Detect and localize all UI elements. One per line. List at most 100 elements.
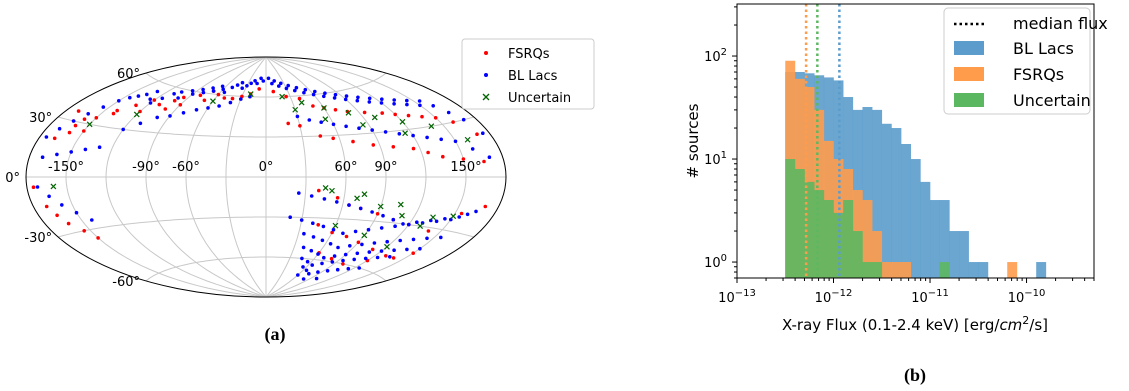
bllac-point — [47, 194, 51, 199]
bl-lacs-bar — [949, 231, 960, 278]
sky-map-border — [25, 56, 507, 298]
fsrqs-bar — [891, 262, 902, 278]
bllac-point — [474, 209, 478, 214]
fsrq-point — [198, 93, 203, 98]
uncertain-bar — [852, 231, 863, 278]
bllac-point — [418, 103, 422, 108]
bllac-point — [325, 269, 330, 273]
bllac-point — [57, 126, 62, 131]
bllac-point — [370, 210, 374, 214]
x-axis-label: X-ray Flux (0.1-2.4 keV) [erg/cm2/s] — [782, 314, 1048, 334]
bllac-point — [481, 131, 485, 135]
bllac-point — [293, 88, 297, 93]
bllac-point — [352, 257, 357, 262]
bllac-point — [295, 114, 300, 119]
bllac-point — [381, 213, 385, 218]
bl-lacs-bar — [920, 181, 931, 278]
bl-lacs-bar — [872, 109, 883, 278]
longitude-tick-label: 0° — [259, 160, 274, 175]
bl-lacs-bar — [978, 262, 989, 278]
bllac-point — [277, 84, 281, 88]
uncertain-point — [279, 93, 286, 100]
bllac-point — [348, 244, 352, 248]
uncertain-point-stroke — [450, 213, 457, 220]
fsrq-point — [335, 196, 340, 200]
bllac-point — [239, 97, 243, 101]
bllac-point — [249, 81, 253, 86]
uncertain-point — [86, 121, 93, 128]
fsrq-point — [391, 256, 396, 260]
sky-map-points — [31, 76, 492, 281]
uncertain-point — [402, 130, 409, 137]
fsrq-point — [362, 110, 367, 115]
uncertain-point — [428, 123, 435, 130]
bllac-point — [320, 238, 325, 243]
fsrq-point — [172, 98, 177, 103]
uncertain-bar — [823, 200, 834, 278]
bllac-point — [355, 251, 360, 256]
fsrq-point — [370, 247, 375, 252]
bllac-point — [228, 100, 233, 105]
bllac-point — [148, 97, 152, 101]
fsrq-point — [384, 254, 388, 258]
fsrq-point — [202, 98, 207, 103]
fsrq-point — [451, 120, 455, 124]
fsrq-point — [31, 185, 36, 189]
fsrq-point — [317, 188, 321, 193]
bllac-point — [313, 89, 317, 94]
uncertain-bar — [862, 262, 873, 278]
bllac-point — [487, 155, 492, 159]
bllac-point — [439, 235, 443, 240]
bl-lacs-bar — [939, 200, 950, 278]
bllac-point — [230, 85, 235, 90]
latitude-tick-label: 30° — [29, 111, 52, 126]
bllac-point — [266, 76, 271, 81]
uncertain-point-stroke — [399, 118, 406, 125]
y-axis-label: # sources — [684, 103, 702, 178]
fsrq-point — [426, 229, 431, 233]
bllac-point — [296, 273, 300, 277]
sky-map-legend: FSRQs BL Lacs Uncertain — [461, 38, 595, 110]
fsrq-point — [356, 240, 361, 245]
uncertain-point-stroke — [361, 232, 368, 239]
fsrq-point — [482, 159, 486, 164]
bllac-point — [176, 96, 180, 100]
fsrq-point — [240, 94, 244, 99]
legend-marker — [484, 73, 488, 77]
fsrq-point — [344, 234, 349, 239]
bl-lacs-bar — [1036, 262, 1047, 278]
bllac-point — [235, 83, 240, 87]
longitude-tick-label: 150° — [450, 160, 481, 175]
fsrq-point — [55, 213, 59, 218]
x-tick-label: 10−12 — [815, 288, 853, 306]
sky-map-panel: -150° -90° -60° 0° 60° 90° 150° 60° 30° 0° -30° -60… — [5, 38, 595, 345]
uncertain-point — [361, 191, 368, 198]
bllac-point — [302, 90, 306, 95]
bllac-point — [347, 203, 351, 207]
uncertain-point-stroke — [384, 243, 390, 250]
legend-label: FSRQs — [1013, 65, 1064, 84]
fsrq-point — [316, 223, 321, 227]
uncertain-point-stroke — [279, 93, 286, 100]
bllac-point — [417, 99, 422, 103]
bllac-point — [270, 81, 274, 86]
bllac-point — [331, 227, 336, 232]
bllac-point — [367, 100, 372, 104]
fsrq-point — [393, 112, 398, 117]
bllac-point — [392, 102, 396, 106]
fsrq-point — [318, 134, 323, 138]
bl-lacs-bar — [958, 231, 969, 278]
bllac-point — [355, 98, 360, 103]
uncertain-point-stroke — [321, 105, 327, 111]
uncertain-point-stroke — [402, 130, 409, 137]
bllac-point — [240, 80, 245, 85]
legend-marker — [484, 51, 488, 55]
uncertain-bar — [804, 181, 815, 278]
bllac-point — [322, 94, 326, 99]
bllac-point — [44, 135, 49, 139]
uncertain-point-stroke — [354, 195, 361, 202]
bllac-point — [307, 118, 312, 122]
fsrq-point — [44, 204, 49, 209]
bllac-point — [429, 218, 433, 223]
fsrq-point — [66, 221, 71, 226]
